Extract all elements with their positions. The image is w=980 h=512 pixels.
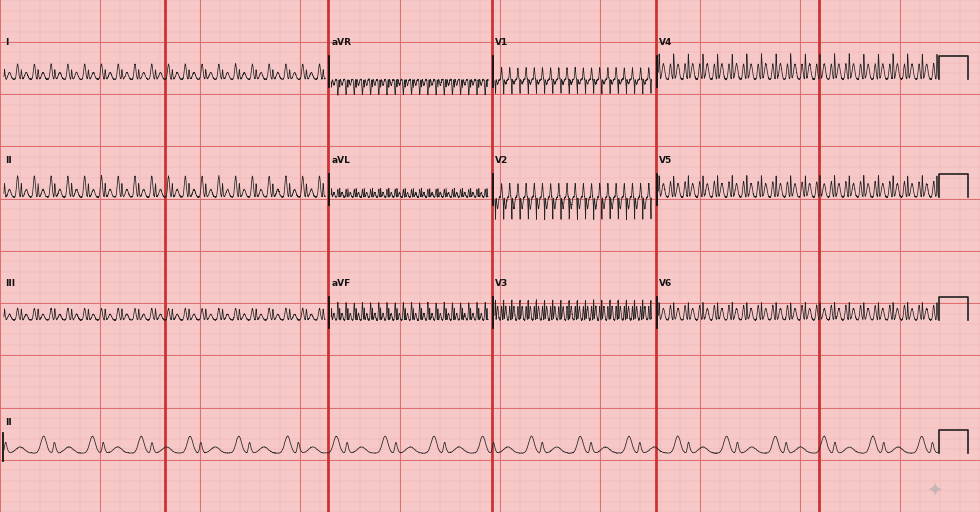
Text: aVL: aVL xyxy=(331,156,350,165)
Text: aVR: aVR xyxy=(331,38,351,48)
Text: I: I xyxy=(5,38,8,48)
Text: III: III xyxy=(5,279,15,288)
Text: V2: V2 xyxy=(495,156,509,165)
Text: V3: V3 xyxy=(495,279,509,288)
Text: V1: V1 xyxy=(495,38,509,48)
Text: II: II xyxy=(5,418,12,428)
Text: V6: V6 xyxy=(659,279,672,288)
Text: II: II xyxy=(5,156,12,165)
Text: V4: V4 xyxy=(659,38,672,48)
Text: aVF: aVF xyxy=(331,279,351,288)
Text: V5: V5 xyxy=(659,156,672,165)
Text: ✦: ✦ xyxy=(926,480,942,499)
